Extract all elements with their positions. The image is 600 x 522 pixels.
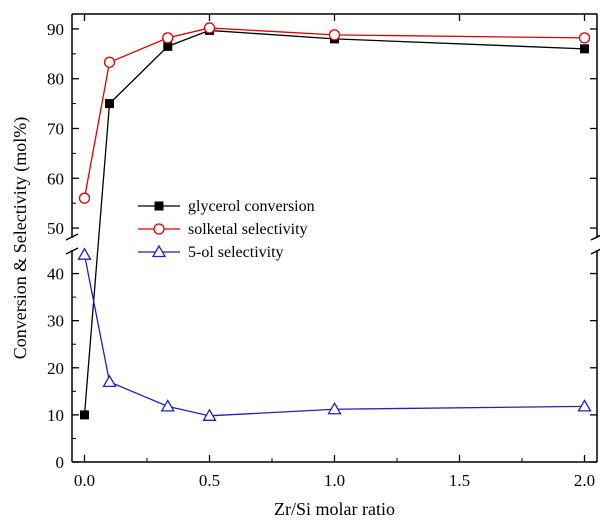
axis-break-mark-right [590, 248, 600, 255]
x-tick-label: 0.0 [74, 471, 95, 490]
y-axis-title: Conversion & Selectivity (mol%) [10, 117, 31, 359]
legend-marker [154, 201, 164, 211]
x-tick-label: 0.5 [199, 471, 220, 490]
axis-break-mark-left [65, 247, 79, 255]
data-point [202, 408, 217, 421]
data-point [80, 410, 89, 420]
legend-marker [151, 244, 167, 258]
legend-label: glycerol conversion [188, 198, 315, 215]
data-point [327, 401, 342, 415]
legend-entry: solketal selectivity [138, 221, 308, 238]
series-2 [78, 22, 591, 204]
y-tick-label: 90 [47, 20, 64, 39]
x-tick-label: 1.0 [324, 471, 345, 490]
series-line [83, 27, 585, 199]
legend-entry: glycerol conversion [138, 198, 315, 215]
series-3 [77, 247, 592, 421]
data-point [162, 32, 174, 44]
axis-break-mark-right [590, 234, 600, 241]
tick-marks: 0.0 0.5 1.0 1.5 2.0 0 10 20 30 40 50 60 70 80 90 [47, 14, 597, 490]
data-point [78, 192, 91, 204]
series-1 [80, 25, 589, 420]
y-tick-label: 0 [56, 453, 65, 472]
data-point [163, 41, 173, 51]
data-point [105, 99, 114, 109]
y-tick-label: 10 [47, 406, 64, 425]
series-layer [77, 22, 592, 421]
y-tick-label: 60 [47, 169, 64, 188]
data-point [577, 399, 592, 412]
axes [65, 13, 600, 463]
data-point [203, 22, 216, 34]
legend-label: 5-ol selectivity [188, 244, 284, 261]
x-tick-label: 2.0 [574, 471, 595, 490]
y-tick-label: 50 [47, 219, 64, 238]
series-line [83, 29, 585, 415]
data-point [328, 29, 341, 41]
y-tick-label: 20 [47, 359, 64, 378]
legend-marker [153, 223, 165, 235]
y-tick-label: 40 [47, 265, 64, 284]
data-point [77, 247, 92, 260]
data-point [578, 32, 591, 44]
y-tick-label: 80 [47, 70, 64, 89]
y-tick-label: 70 [47, 119, 64, 138]
legend: glycerol conversion solketal selectivity 5… [138, 198, 315, 261]
x-axis-title: Zr/Si molar ratio [274, 499, 395, 519]
data-point [103, 56, 116, 68]
series-line [83, 254, 585, 417]
legend-label: solketal selectivity [188, 221, 308, 238]
y-tick-label: 30 [47, 312, 64, 331]
data-point [580, 44, 589, 54]
x-tick-label: 1.5 [449, 471, 470, 490]
legend-entry: 5-ol selectivity [138, 244, 284, 261]
data-point [102, 374, 117, 388]
data-point [160, 399, 175, 412]
axis-break-mark-left [65, 233, 79, 241]
